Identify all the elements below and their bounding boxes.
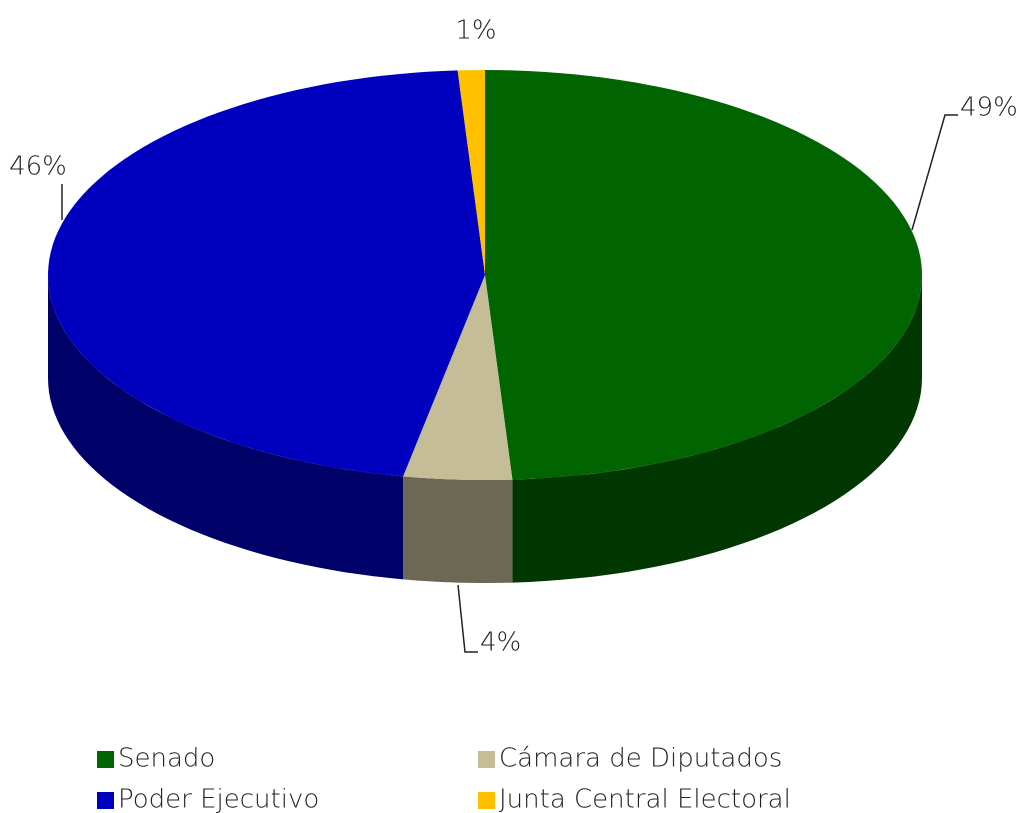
pie-side [48, 275, 404, 580]
legend-label: Cámara de Diputados [499, 744, 782, 774]
legend-swatch [478, 751, 495, 768]
legend-label: Junta Central Electoral [499, 785, 791, 813]
legend-swatch [478, 792, 495, 809]
pie-side [403, 476, 513, 583]
pie-slice [457, 70, 485, 275]
legend-swatch [97, 751, 114, 768]
data-label: 4% [480, 628, 521, 658]
pie-slice [485, 70, 922, 480]
legend-swatch [97, 792, 114, 809]
legend-label: Senado [118, 744, 215, 774]
pie-slice [48, 70, 485, 477]
data-label: 1% [455, 16, 496, 46]
pie-side [512, 275, 922, 583]
data-label: 46% [9, 152, 67, 182]
data-label: 49% [960, 93, 1018, 123]
legend-label: Poder Ejecutivo [118, 785, 319, 813]
pie-slice [403, 275, 513, 480]
leader-line [911, 114, 958, 231]
leader-line [457, 584, 478, 653]
